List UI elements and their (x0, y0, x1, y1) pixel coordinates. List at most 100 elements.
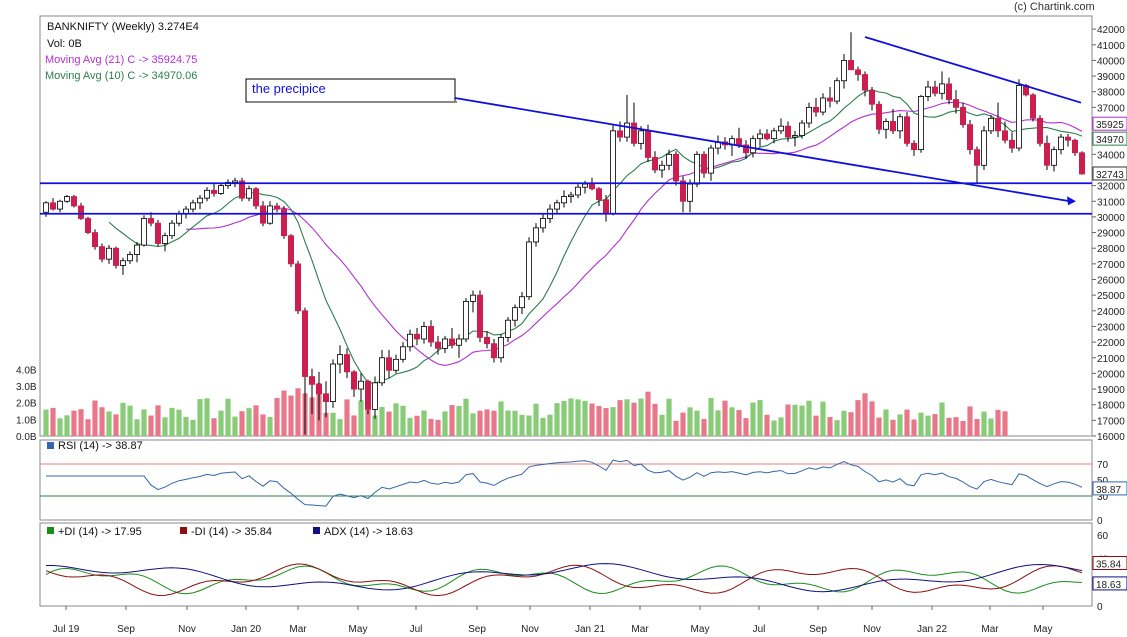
candle-body (652, 157, 659, 171)
minus-di-line (45, 563, 1083, 597)
candle-body (301, 310, 308, 377)
candle-body (953, 99, 960, 108)
candle-body (638, 130, 645, 144)
price-tick-label: 25000 (1097, 291, 1125, 302)
volume-bar (981, 411, 987, 436)
volume-bar (722, 400, 728, 436)
volume-bar (925, 415, 931, 436)
candle-body (245, 188, 252, 199)
candle-body (329, 363, 336, 402)
candle-body (1058, 136, 1065, 151)
candle-body (210, 189, 217, 194)
candle-body (427, 326, 434, 343)
volume-bar (806, 400, 812, 436)
minus-di-legend-swatch (180, 527, 187, 534)
volume-bar (792, 404, 798, 436)
candle-body (995, 117, 1002, 132)
price-tick-label: 38000 (1097, 88, 1125, 99)
candle-body (364, 380, 371, 410)
candle-body (792, 135, 799, 138)
price-tick-label: 16000 (1097, 432, 1125, 443)
volume-bar (743, 418, 749, 436)
candle-body (280, 208, 287, 237)
price-tick-label: 28000 (1097, 244, 1125, 255)
volume-bar (750, 402, 756, 436)
annotation-note[interactable]: the precipice (245, 78, 457, 103)
volume-bar (505, 410, 511, 436)
time-tick-label: Jan 21 (575, 624, 605, 635)
price-tick-label: 30000 (1097, 213, 1125, 224)
volume-bar (575, 399, 581, 436)
time-tick-label: Sep (468, 624, 486, 635)
candle-body (596, 188, 603, 201)
candle-body (308, 376, 315, 385)
candle-body (533, 227, 540, 243)
rsi-panel-frame (39, 439, 1093, 521)
volume-bar (533, 403, 539, 436)
candle-body (673, 153, 680, 182)
volume-bar (652, 403, 658, 436)
candle-body (967, 124, 974, 151)
rsi-value-box (1092, 481, 1127, 496)
price-tick-label: 34000 (1097, 150, 1125, 161)
volume-bar (729, 407, 735, 436)
volume-bar (99, 407, 105, 436)
volume-bar (43, 409, 49, 436)
price-tick-label: 37000 (1097, 103, 1125, 114)
volume-bar (813, 415, 819, 436)
volume-bar (407, 417, 413, 436)
volume-bar (218, 410, 224, 436)
volume-bar (631, 402, 637, 436)
volume-bar (757, 400, 763, 436)
time-tick-label: Jul (753, 624, 766, 635)
time-tick-label: May (691, 624, 710, 635)
ma21-legend: Moving Avg (21) C -> 35924.75 (45, 54, 197, 66)
candle-body (806, 106, 813, 124)
volume-label: Vol: 0B (47, 38, 82, 50)
rsi-tick-label: 70 (1097, 460, 1109, 471)
volume-tick-label: 1.0B (16, 415, 37, 426)
resistance-trend-line (864, 36, 1082, 104)
volume-bar (904, 409, 910, 436)
volume-bar (106, 411, 112, 436)
candle-body (476, 294, 483, 338)
candle-body (238, 180, 245, 199)
candle-body (350, 371, 357, 390)
candle-body (504, 319, 511, 338)
volume-bar (197, 399, 203, 436)
volume-bar (603, 408, 609, 436)
candle-body (434, 341, 441, 349)
volume-bar (876, 417, 882, 436)
candle-body (196, 197, 203, 204)
volume-bar (337, 419, 343, 436)
volume-bar (862, 393, 868, 436)
candle-body (603, 199, 610, 215)
volume-bar (897, 414, 903, 436)
price-axis: 16000 17000 18000 19000 20000 21000 22000 23000… (1092, 25, 1127, 443)
volume-bar (554, 403, 560, 436)
volume-bar (995, 409, 1001, 436)
volume-bar (400, 405, 406, 436)
volume-tick-label: 4.0B (16, 365, 37, 376)
candle-body (78, 205, 85, 219)
price-tick-label: 20000 (1097, 369, 1125, 380)
volume-bar (617, 400, 623, 436)
price-tick-label: 40000 (1097, 56, 1125, 67)
volume-bar (701, 418, 707, 436)
value-box-label: 35925 (1096, 120, 1124, 131)
volume-bar (491, 410, 497, 436)
candle-body (92, 232, 99, 248)
candle-body (448, 338, 455, 346)
candle-body (140, 218, 147, 246)
volume-bar (960, 420, 966, 436)
volume-bar (365, 410, 371, 436)
candle-body (378, 357, 385, 384)
candle-body (582, 183, 589, 188)
volume-bar (260, 414, 266, 436)
volume-bar (883, 409, 889, 436)
candle-body (50, 202, 57, 210)
candle-body (71, 196, 78, 207)
price-tick-label: 41000 (1097, 41, 1125, 52)
price-tick-label: 26000 (1097, 276, 1125, 287)
volume-bar (435, 419, 441, 436)
